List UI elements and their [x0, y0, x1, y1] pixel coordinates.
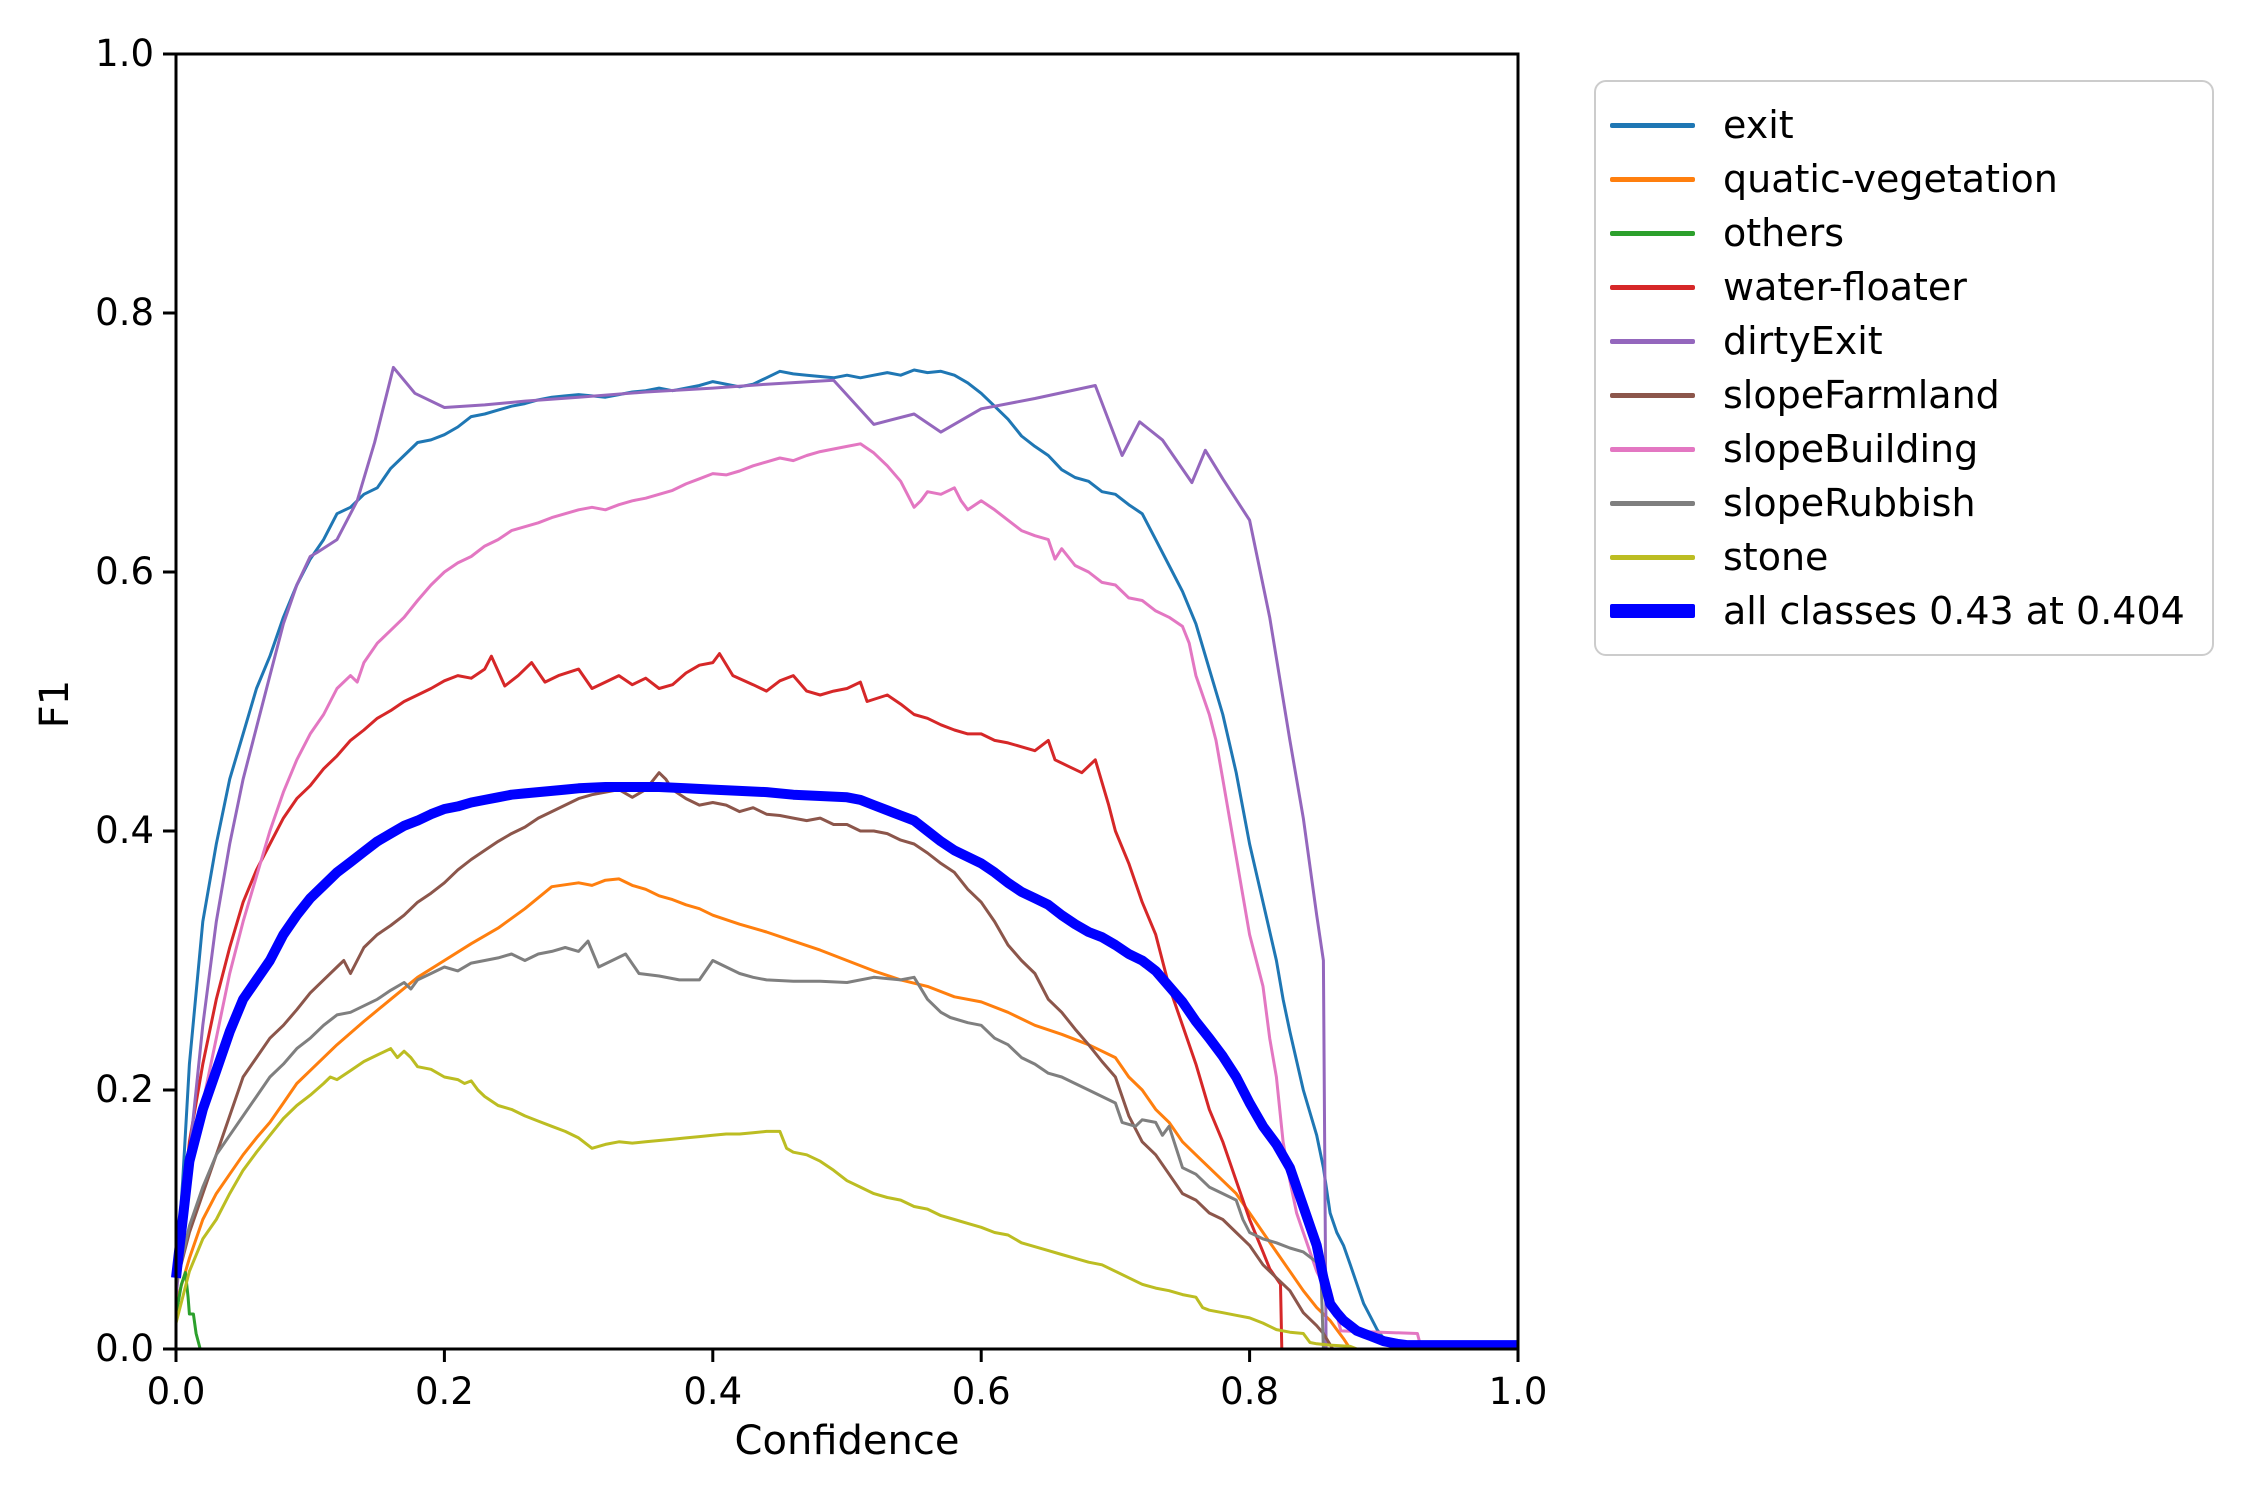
series-line-slopeRubbish — [174, 939, 1518, 1351]
legend: exit quatic-vegetation others water-floater… — [1594, 80, 2214, 656]
series-line-others — [174, 1271, 1518, 1351]
legend-line-swatch — [1610, 446, 1695, 452]
legend-label: slopeRubbish — [1723, 481, 1976, 525]
y-tick-label: 0.0 — [95, 1327, 154, 1370]
x-axis-label: Confidence — [734, 1418, 960, 1464]
legend-line-swatch — [1610, 604, 1695, 618]
legend-line-swatch — [1610, 230, 1695, 236]
legend-label: slopeFarmland — [1723, 373, 2000, 417]
x-tick-label: 0.4 — [683, 1370, 743, 1413]
x-tick-label: 0.6 — [951, 1370, 1011, 1413]
series-line-slopeBuilding — [174, 442, 1518, 1351]
legend-item: quatic-vegetation — [1596, 152, 2212, 206]
legend-line-swatch — [1610, 176, 1695, 182]
legend-line-swatch — [1610, 122, 1695, 128]
y-tick-label: 1.0 — [95, 32, 154, 75]
series-line-exit — [174, 368, 1518, 1351]
legend-item: slopeFarmland — [1596, 368, 2212, 422]
legend-item: slopeRubbish — [1596, 476, 2212, 530]
x-tick-label: 0.2 — [414, 1370, 474, 1413]
legend-label: slopeBuilding — [1723, 427, 1979, 471]
legend-label: stone — [1723, 535, 1829, 579]
y-tick-label: 0.8 — [95, 291, 154, 334]
x-tick-label: 0.0 — [146, 1370, 206, 1413]
legend-item: all classes 0.43 at 0.404 — [1596, 584, 2212, 638]
legend-line-swatch — [1610, 338, 1695, 344]
legend-line-swatch — [1610, 284, 1695, 290]
series-line-stone — [174, 1047, 1518, 1351]
legend-item: stone — [1596, 530, 2212, 584]
y-tick-label: 0.2 — [95, 1068, 154, 1111]
y-axis-label: F1 — [32, 679, 78, 729]
legend-label: others — [1723, 211, 1845, 255]
legend-item: water-floater — [1596, 260, 2212, 314]
y-tick-label: 0.4 — [95, 809, 154, 852]
legend-label: all classes 0.43 at 0.404 — [1723, 589, 2185, 633]
axes-frame — [163, 52, 1520, 1362]
series-line-dirtyExit — [174, 365, 1518, 1351]
legend-line-swatch — [1610, 392, 1695, 398]
x-tick-label: 0.8 — [1220, 1370, 1280, 1413]
series-line-all-classes — [171, 782, 1518, 1351]
legend-item: exit — [1596, 98, 2212, 152]
legend-label: quatic-vegetation — [1723, 157, 2058, 201]
legend-label: exit — [1723, 103, 1794, 147]
series-line-quatic-vegetation — [174, 877, 1518, 1351]
legend-item: others — [1596, 206, 2212, 260]
y-tick-label: 0.6 — [95, 550, 154, 593]
series-line-water-floater — [174, 652, 1518, 1351]
legend-label: water-floater — [1723, 265, 1967, 309]
legend-item: dirtyExit — [1596, 314, 2212, 368]
series-group — [171, 365, 1518, 1351]
x-tick-label: 1.0 — [1488, 1370, 1548, 1413]
axes-box — [174, 52, 1520, 1351]
legend-label: dirtyExit — [1723, 319, 1883, 363]
legend-item: slopeBuilding — [1596, 422, 2212, 476]
series-line-slopeFarmland — [174, 771, 1518, 1351]
legend-line-swatch — [1610, 500, 1695, 506]
legend-line-swatch — [1610, 554, 1695, 560]
